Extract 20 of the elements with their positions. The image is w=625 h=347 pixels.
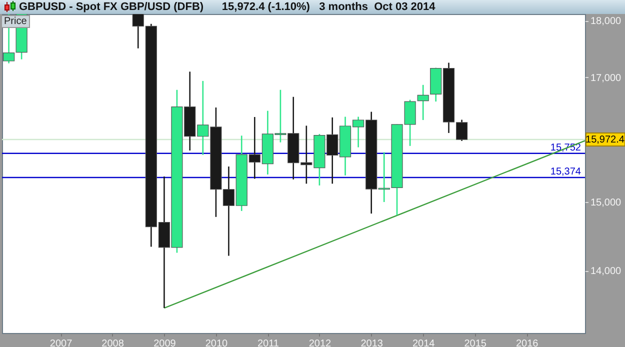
y-tick-label: 15,000	[590, 198, 622, 209]
x-tick-label: 2009	[154, 338, 176, 347]
x-tick-label: 2014	[412, 338, 436, 347]
x-tick-label: 2012	[308, 338, 332, 347]
x-tick-label: 2013	[360, 338, 384, 347]
chart-title: GBPUSD - Spot FX GBP/USD (DFB)	[19, 0, 204, 14]
chart-subtitle: 15,972.4 (-1.10%) 3 months Oct 03 2014	[220, 0, 436, 14]
x-tick-label: 2016	[516, 338, 539, 347]
y-tick-label: 14,000	[590, 266, 622, 278]
x-tick-label: 2008	[102, 338, 124, 347]
ref-line-label: 15,374	[550, 166, 582, 178]
x-tick-label: 2015	[464, 338, 487, 347]
annotation: Price	[1, 15, 30, 28]
y-tick-label: 17,000	[590, 72, 622, 84]
x-tick-label: 2007	[50, 338, 73, 347]
candlestick	[417, 84, 429, 121]
x-tick-label: 2010	[205, 338, 228, 347]
y-tick-label: 18,000	[590, 16, 622, 28]
text: 15,972.4	[586, 134, 624, 146]
x-tick-label: 2011	[257, 338, 280, 347]
